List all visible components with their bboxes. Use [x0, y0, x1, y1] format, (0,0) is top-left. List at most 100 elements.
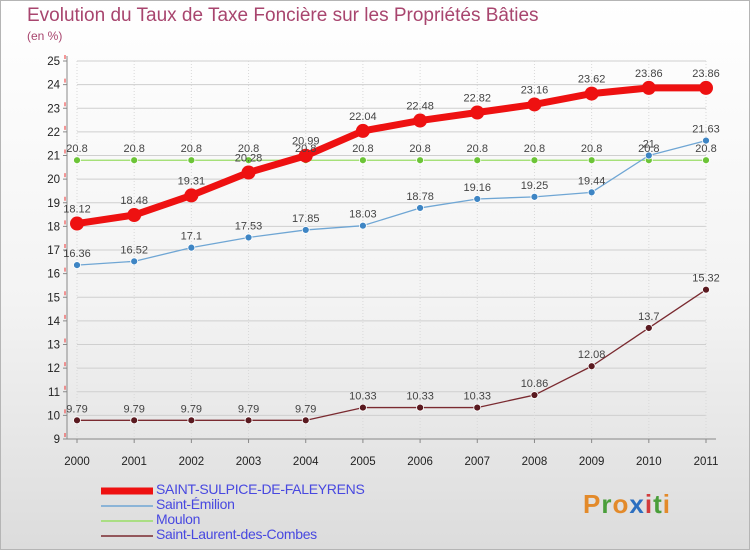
x-tick-label: 2008 — [522, 456, 548, 468]
data-label: 9.79 — [238, 403, 259, 415]
y-tick-label: 16 — [47, 269, 60, 281]
x-tick-label: 2001 — [121, 456, 147, 468]
data-label: 10.86 — [521, 378, 549, 390]
data-label: 20.8 — [467, 143, 488, 155]
data-label: 22.82 — [464, 93, 492, 105]
data-point — [301, 416, 310, 425]
y-tick-label: 25 — [47, 56, 60, 68]
data-label: 20.8 — [238, 143, 259, 155]
y-tick-label: 21 — [47, 151, 60, 163]
data-point — [530, 192, 539, 201]
legend-label: Saint-Laurent-des-Combes — [156, 526, 317, 542]
series-line — [76, 139, 707, 266]
data-label: 20.8 — [524, 143, 545, 155]
data-point — [241, 165, 256, 180]
data-label: 20.8 — [66, 143, 87, 155]
data-label: 19.31 — [178, 175, 206, 187]
data-point — [416, 204, 424, 212]
data-label: 10.33 — [349, 391, 377, 403]
data-point — [70, 216, 84, 231]
data-label: 18.03 — [349, 209, 377, 221]
data-label: 17.85 — [292, 213, 320, 225]
data-point — [130, 416, 139, 425]
data-point — [355, 123, 370, 138]
data-point — [301, 226, 310, 234]
data-point — [641, 80, 656, 95]
y-tick-label: 23 — [47, 103, 60, 115]
chart-grid — [76, 60, 707, 440]
y-tick-label: 11 — [48, 387, 60, 399]
data-label: 22.04 — [349, 111, 377, 123]
data-label: 12.08 — [578, 349, 606, 361]
data-label: 20.8 — [352, 143, 373, 155]
data-label: 23.62 — [578, 74, 606, 86]
data-label: 15.32 — [692, 273, 720, 285]
y-tick-label: 20 — [47, 174, 60, 186]
data-label: 19.44 — [578, 175, 606, 187]
series-line — [76, 84, 706, 228]
y-tick-label: 17 — [47, 245, 60, 257]
data-label: 19.16 — [464, 182, 492, 194]
data-label: 20.8 — [581, 143, 602, 155]
chart-title: Evolution du Taux de Taxe Foncière sur l… — [27, 5, 539, 26]
y-tick-label: 13 — [47, 340, 60, 352]
logo-letter: r — [601, 489, 613, 519]
legend-swatch — [101, 535, 153, 537]
data-point — [184, 188, 199, 203]
data-label: 19.25 — [521, 180, 549, 192]
data-label: 23.86 — [635, 68, 663, 80]
x-tick-label: 2011 — [694, 456, 719, 468]
y-tick-label: 19 — [47, 198, 60, 210]
data-label: 13.7 — [638, 311, 659, 323]
proxiti-logo: Proxiti — [583, 489, 671, 520]
data-point — [298, 148, 313, 163]
data-point — [359, 156, 367, 165]
data-label: 20.8 — [123, 143, 144, 155]
legend-label: SAINT-SULPICE-DE-FALEYRENS — [156, 481, 365, 497]
data-label: 10.33 — [406, 391, 434, 403]
data-label: 9.79 — [66, 403, 87, 415]
data-label: 16.52 — [120, 244, 148, 256]
data-label: 20.8 — [409, 143, 430, 155]
logo-letter: i — [644, 489, 654, 519]
y-tick-label: 9 — [54, 434, 60, 446]
data-label: 20.99 — [292, 136, 320, 148]
data-point — [359, 403, 367, 412]
y-tick-label: 24 — [47, 80, 60, 92]
logo-letter: o — [612, 489, 630, 519]
chart-data-labels: 9.79 9.79 9.79 9.79 9.79 10.33 10.33 10.33 10.86… — [63, 68, 720, 415]
y-tick-label: 22 — [47, 127, 60, 139]
data-point — [587, 362, 596, 371]
data-point — [416, 156, 424, 165]
data-label: 9.79 — [123, 403, 144, 415]
legend-swatch — [101, 487, 153, 495]
x-tick-label: 2010 — [636, 456, 662, 468]
data-point — [244, 233, 253, 242]
data-point — [473, 195, 482, 203]
y-tick-label: 12 — [47, 363, 60, 375]
data-point — [127, 208, 142, 223]
data-point — [130, 257, 139, 266]
y-tick-label: 14 — [47, 316, 60, 328]
data-point — [530, 391, 539, 399]
y-tick-label: 18 — [47, 221, 60, 233]
chart-series — [70, 80, 713, 425]
data-label: 20.8 — [638, 143, 659, 155]
data-label: 18.78 — [406, 191, 434, 203]
data-label: 20.28 — [235, 153, 263, 165]
data-label: 23.86 — [692, 68, 720, 80]
data-point — [527, 97, 542, 112]
data-point — [187, 416, 196, 425]
x-tick-label: 2007 — [464, 456, 490, 468]
data-label: 21.63 — [692, 124, 720, 136]
data-point — [73, 156, 81, 165]
data-label: 20.8 — [181, 143, 202, 155]
y-tick-label: 10 — [47, 410, 60, 422]
chart-subtitle: (en %) — [27, 29, 63, 43]
data-point — [73, 261, 81, 270]
data-label: 20.8 — [695, 143, 716, 155]
data-label: 22.48 — [406, 101, 434, 113]
data-label: 10.33 — [464, 391, 492, 403]
data-point — [416, 403, 424, 412]
